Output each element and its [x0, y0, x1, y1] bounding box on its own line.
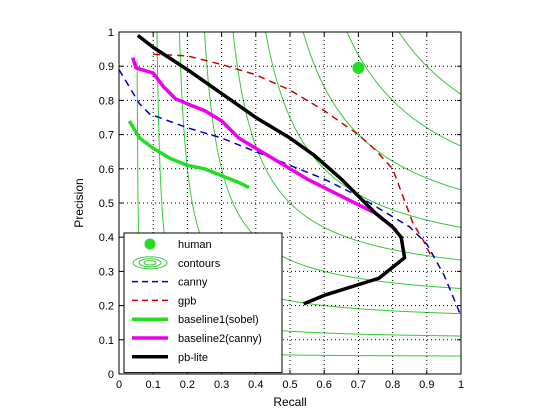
series-canny-line — [119, 69, 461, 317]
legend-label-human: human — [178, 239, 212, 251]
legend: human contours canny gpb baseline1(sobel) bas… — [123, 232, 283, 374]
legend-label-baseline1-sobel: baseline1(sobel) — [178, 314, 259, 326]
y-tick-label: 0.2 — [99, 301, 114, 313]
legend-box — [123, 232, 283, 374]
y-tick-label: 0.8 — [99, 95, 114, 107]
x-tick-label: 0.3 — [214, 379, 229, 391]
series-baseline1-sobel-line — [127, 120, 250, 190]
legend-label-gpb: gpb — [178, 295, 196, 307]
y-tick-label: 0.9 — [99, 61, 114, 73]
legend-swatch-contours-2 — [143, 260, 157, 266]
legend-label-contours: contours — [178, 258, 221, 270]
legend-label-pb-lite: pb-lite — [178, 352, 208, 364]
y-tick-label: 0.4 — [99, 232, 114, 244]
x-tick-label: 0.9 — [419, 379, 434, 391]
x-tick-label: 0.1 — [146, 379, 161, 391]
x-tick-label: 0.4 — [248, 379, 263, 391]
f-contour-0.9 — [398, 32, 461, 95]
x-tick-label: 0 — [116, 379, 122, 391]
x-tick-label: 0.5 — [282, 379, 297, 391]
legend-label-canny: canny — [178, 277, 208, 289]
x-tick-label: 0.2 — [180, 379, 195, 391]
f-contour-0.4 — [204, 32, 461, 290]
series-human-point — [352, 61, 365, 74]
y-tick-label: 0.1 — [99, 335, 114, 347]
y-tick-label: 0 — [108, 369, 114, 381]
legend-swatch-contours-1 — [138, 258, 162, 268]
y-axis-title: Precision — [72, 178, 86, 227]
x-tick-label: 0.8 — [385, 379, 400, 391]
y-tick-label: 0.5 — [99, 198, 114, 210]
f-contour-0.5 — [232, 32, 461, 261]
tick-layer: 0 0.1 0.2 0.3 0.4 0.5 0.6 0.7 0.8 0.9 1 0 0.1 0.2 0.3 0… — [99, 27, 464, 391]
legend-swatch-contours-0 — [132, 256, 168, 270]
y-tick-label: 0.6 — [99, 164, 114, 176]
legend-swatch-human — [144, 238, 156, 250]
x-tick-label: 1 — [458, 379, 464, 391]
x-tick-label: 0.6 — [317, 379, 332, 391]
x-tick-label: 0.7 — [351, 379, 366, 391]
legend-label-baseline2-canny: baseline2(canny) — [178, 333, 262, 345]
series-layer — [119, 34, 461, 317]
f-contour-0.8 — [346, 32, 461, 147]
series-baseline2-canny-line — [131, 57, 398, 232]
x-axis-title: Recall — [273, 395, 306, 409]
y-tick-label: 1 — [108, 27, 114, 39]
series-pb-lite-line — [136, 34, 407, 306]
y-tick-label: 0.3 — [99, 266, 114, 278]
y-tick-label: 0.7 — [99, 130, 114, 142]
